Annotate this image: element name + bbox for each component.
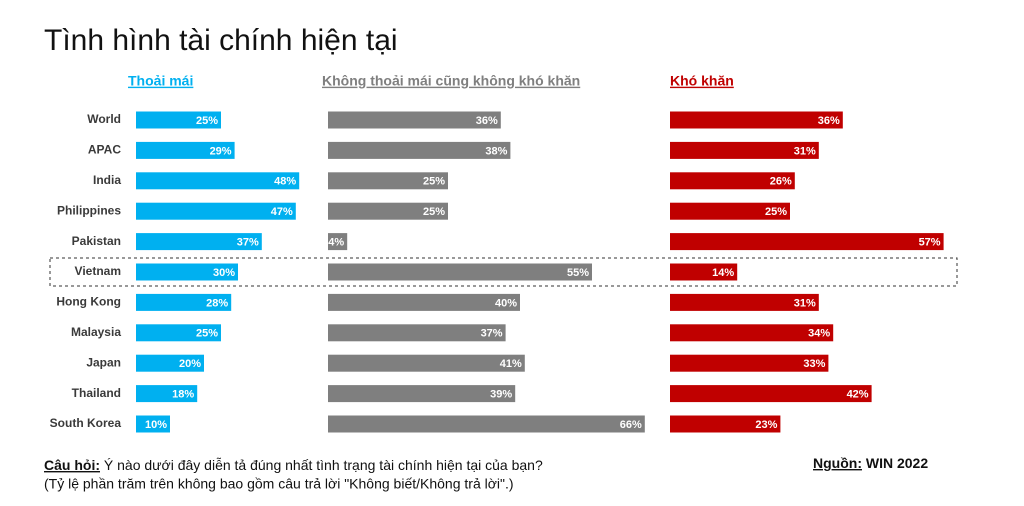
bar [670, 354, 829, 372]
value-label: 37% [237, 237, 259, 249]
value-label: 66% [620, 419, 642, 431]
value-label: 23% [755, 419, 777, 431]
value-label: 55% [567, 267, 589, 279]
value-label: 47% [271, 206, 293, 218]
bar [328, 385, 516, 403]
category-label: APAC [88, 143, 121, 157]
value-label: 38% [485, 145, 507, 157]
bar [136, 111, 221, 129]
bar [670, 263, 738, 281]
bar [328, 233, 348, 251]
chart-title: Tình hình tài chính hiện tại [44, 24, 398, 57]
value-label: 30% [213, 267, 235, 279]
bar [670, 111, 843, 129]
bar [670, 141, 819, 159]
category-label: Pakistan [72, 234, 121, 248]
bar [670, 172, 795, 190]
category-label: Vietnam [75, 264, 121, 278]
value-label: 29% [210, 145, 232, 157]
bar [136, 202, 296, 220]
value-label: 34% [808, 328, 830, 340]
bar [670, 233, 944, 251]
source: Nguồn: WIN 2022 [813, 455, 928, 471]
footnote: (Tỷ lệ phần trăm trên không bao gồm câu … [44, 476, 514, 492]
value-label: 33% [803, 358, 825, 370]
value-label: 36% [476, 115, 498, 127]
bar [328, 293, 520, 311]
category-label: Thailand [72, 386, 121, 400]
bar [328, 324, 506, 342]
value-label: 31% [794, 145, 816, 157]
value-label: 40% [495, 297, 517, 309]
bar [136, 233, 262, 251]
value-label: 28% [206, 297, 228, 309]
legend-label: Thoải mái [128, 73, 193, 89]
bar [136, 385, 198, 403]
value-label: 20% [179, 358, 201, 370]
value-label: 25% [423, 206, 445, 218]
bar [136, 293, 232, 311]
bar [670, 324, 834, 342]
question: Câu hỏi: Ý nào dưới đây diễn tả đúng nhấ… [44, 457, 543, 473]
legend-label: Khó khăn [670, 73, 734, 89]
bar [328, 202, 448, 220]
category-label: South Korea [50, 416, 122, 430]
bar [670, 293, 819, 311]
value-label: 25% [196, 115, 218, 127]
bar [328, 354, 525, 372]
highlight-box [49, 257, 958, 287]
value-label: 36% [818, 115, 840, 127]
value-label: 42% [847, 389, 869, 401]
bar [328, 141, 511, 159]
category-label: World [87, 112, 121, 126]
source-text: WIN 2022 [862, 455, 928, 471]
value-label: 14% [712, 267, 734, 279]
value-label: 39% [490, 389, 512, 401]
value-label: 26% [770, 176, 792, 188]
bar [670, 415, 781, 433]
question-text: Ý nào dưới đây diễn tả đúng nhất tình tr… [100, 457, 543, 473]
bar [328, 263, 592, 281]
category-label: Malaysia [71, 325, 121, 339]
value-label: 37% [481, 328, 503, 340]
bar [670, 385, 872, 403]
value-label: 25% [196, 328, 218, 340]
question-label: Câu hỏi: [44, 457, 100, 473]
value-label: 4% [328, 237, 344, 249]
bar [136, 172, 300, 190]
bar [328, 111, 501, 129]
value-label: 25% [765, 206, 787, 218]
bar [136, 141, 235, 159]
value-label: 57% [919, 237, 941, 249]
value-label: 31% [794, 297, 816, 309]
category-label: Philippines [57, 203, 121, 217]
source-label: Nguồn: [813, 455, 862, 471]
bar [136, 324, 221, 342]
bar [328, 415, 645, 433]
value-label: 48% [274, 176, 296, 188]
bar [670, 202, 790, 220]
value-label: 10% [145, 419, 167, 431]
category-label: India [93, 173, 121, 187]
value-label: 25% [423, 176, 445, 188]
category-label: Hong Kong [56, 295, 121, 309]
value-label: 41% [500, 358, 522, 370]
bar [136, 263, 238, 281]
bar [136, 415, 170, 433]
bar [328, 172, 448, 190]
category-label: Japan [86, 355, 121, 369]
value-label: 18% [172, 389, 194, 401]
legend-label: Không thoải mái cũng không khó khăn [322, 73, 580, 89]
bar [136, 354, 204, 372]
